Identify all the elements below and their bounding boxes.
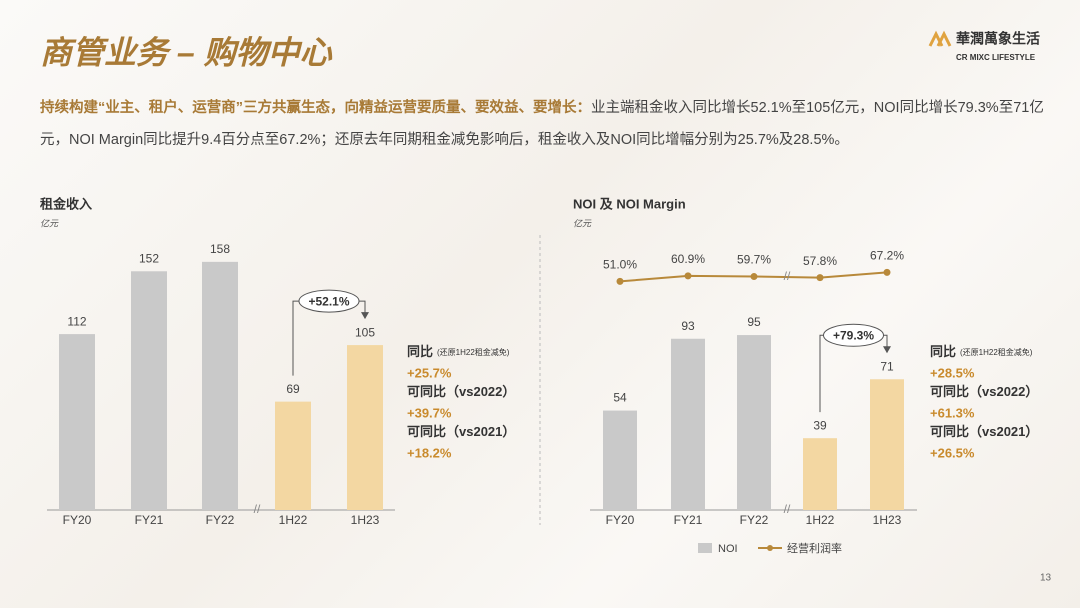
- summary-body: 业主端租金收入同比增长52.1%至105亿元，NOI同比增长79.3%至71亿元…: [40, 100, 1044, 148]
- bar: [131, 271, 167, 510]
- value-label: 152: [139, 251, 159, 265]
- growth-label: +52.1%: [308, 294, 349, 308]
- summary: 持续构建“业主、租户、运营商”三方共赢生态，向精益运营要质量、要效益、要增长：业…: [40, 92, 1050, 156]
- line-value-label: 60.9%: [671, 252, 705, 266]
- value-label: 69: [286, 382, 300, 396]
- value-label: 39: [813, 418, 827, 432]
- value-label: 105: [355, 325, 375, 339]
- note-label-text: 可同比（vs2022）: [407, 384, 515, 399]
- note-value: +61.3%: [930, 405, 975, 420]
- note-detail: (还原1H22租金减免): [437, 347, 510, 357]
- x-tick-label: FY21: [674, 513, 703, 527]
- bar: [870, 379, 904, 510]
- axis-break: //: [784, 502, 791, 516]
- note-label-text: 可同比（vs2021）: [407, 424, 515, 439]
- bar: [737, 335, 771, 510]
- line-value-label: 57.8%: [803, 254, 837, 268]
- note-label-text: 可同比（vs2021）: [930, 424, 1038, 439]
- line-point: [684, 272, 692, 280]
- bar: [347, 345, 383, 510]
- bar: [671, 338, 705, 510]
- note-value: +25.7%: [407, 365, 452, 380]
- note-label: 可同比（vs2022）: [407, 384, 515, 399]
- growth-badge: [823, 323, 884, 347]
- value-label: 95: [747, 315, 761, 329]
- value-label: 158: [210, 242, 230, 256]
- logo: 華潤萬象生活 CR MIXC LIFESTYLE: [928, 30, 1040, 62]
- legend-dot: [767, 545, 773, 551]
- note-label: 同比 (还原1H22租金减免): [407, 344, 510, 359]
- x-tick-label: 1H23: [873, 513, 902, 527]
- bar: [59, 334, 95, 510]
- note-value: +26.5%: [930, 445, 975, 460]
- x-tick-label: FY22: [206, 513, 235, 527]
- chart-title: 租金收入: [40, 196, 92, 211]
- note-label-text: 同比: [930, 344, 956, 359]
- note-label-text: 可同比（vs2022）: [930, 384, 1038, 399]
- x-tick-label: FY20: [63, 513, 92, 527]
- value-label: 71: [880, 359, 894, 373]
- note-label: 同比 (还原1H22租金减免): [930, 344, 1033, 359]
- logo-icon: [928, 30, 952, 47]
- note-label-text: 同比: [407, 344, 433, 359]
- x-tick-label: FY22: [740, 513, 769, 527]
- unit-label: 亿元: [40, 218, 59, 228]
- chart-title: NOI 及 NOI Margin: [573, 196, 686, 211]
- value-label: 54: [613, 391, 627, 405]
- growth-arrow: [883, 346, 891, 354]
- value-label: 112: [67, 314, 86, 328]
- bar: [803, 438, 837, 510]
- line-value-label: 59.7%: [737, 253, 771, 267]
- note-label: 可同比（vs2021）: [407, 424, 515, 439]
- line-break: //: [784, 269, 791, 283]
- x-tick-label: 1H23: [351, 513, 380, 527]
- line-point: [816, 274, 824, 282]
- summary-lead: 持续构建“业主、租户、运营商”三方共赢生态，向精益运营要质量、要效益、要增长：: [40, 100, 591, 116]
- logo-cn: 華潤萬象生活: [956, 31, 1040, 47]
- line-point: [616, 277, 624, 285]
- note-label: 可同比（vs2022）: [930, 384, 1038, 399]
- note-detail: (还原1H22租金减免): [960, 347, 1033, 357]
- growth-label: +79.3%: [833, 328, 874, 342]
- value-label: 93: [681, 319, 695, 333]
- line-point: [750, 273, 758, 281]
- logo-en: CR MIXC LIFESTYLE: [956, 53, 1036, 62]
- page-number: 13: [1040, 573, 1052, 584]
- axis-break: //: [254, 502, 261, 516]
- growth-arrow: [361, 312, 369, 320]
- bar: [202, 261, 238, 510]
- line-point: [883, 268, 891, 276]
- unit-label: 亿元: [573, 218, 592, 228]
- note-value: +28.5%: [930, 365, 975, 380]
- legend-label: NOI: [718, 543, 738, 555]
- slide-title: 商管业务 – 购物中心: [40, 34, 333, 70]
- legend-swatch: [698, 543, 712, 553]
- growth-badge: [298, 289, 360, 313]
- note-label: 可同比（vs2021）: [930, 424, 1038, 439]
- x-tick-label: FY21: [135, 513, 164, 527]
- line-value-label: 67.2%: [870, 249, 904, 263]
- note-value: +39.7%: [407, 405, 452, 420]
- x-tick-label: FY20: [606, 513, 635, 527]
- bar: [275, 401, 311, 510]
- note-value: +18.2%: [407, 445, 452, 460]
- bar: [603, 410, 637, 510]
- x-tick-label: 1H22: [806, 513, 835, 527]
- legend-label: 经营利润率: [787, 541, 842, 555]
- x-tick-label: 1H22: [279, 513, 308, 527]
- line-value-label: 51.0%: [603, 258, 637, 272]
